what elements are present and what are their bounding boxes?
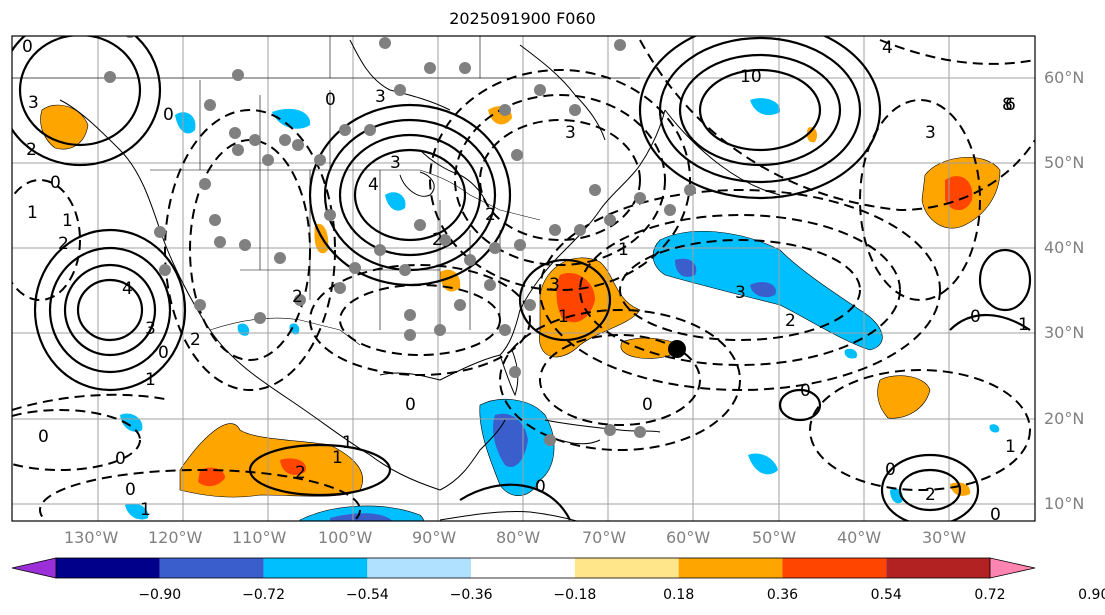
lon-label: 80°W bbox=[496, 528, 541, 547]
svg-text:1: 1 bbox=[342, 433, 353, 453]
svg-text:0: 0 bbox=[50, 173, 61, 193]
colorbar-tick-label: 0.90 bbox=[1078, 587, 1105, 603]
lon-label: 30°W bbox=[922, 528, 967, 547]
svg-text:10: 10 bbox=[740, 67, 762, 87]
colorbar-tick-label: 0.54 bbox=[870, 587, 902, 603]
colorbar-cell bbox=[159, 558, 264, 578]
svg-text:0: 0 bbox=[163, 105, 174, 125]
colorbar-cell bbox=[56, 558, 160, 578]
lon-label: 60°W bbox=[666, 528, 711, 547]
coastlines bbox=[59, 39, 781, 521]
lat-label: 40°N bbox=[1044, 238, 1085, 257]
svg-text:4: 4 bbox=[882, 38, 893, 58]
svg-text:3: 3 bbox=[735, 283, 746, 303]
colorbar-tick-label: −0.72 bbox=[242, 587, 285, 603]
contour-labels: 0 3 2 1 0 0 0 4 3 0 2 3 0 4 3 2 3 1 1 0 … bbox=[22, 37, 1029, 525]
weather-map: 0 3 2 1 0 0 0 4 3 0 2 3 0 4 3 2 3 1 1 0 … bbox=[11, 35, 1036, 525]
svg-text:1: 1 bbox=[1005, 437, 1016, 457]
svg-text:3: 3 bbox=[390, 153, 401, 173]
svg-text:0: 0 bbox=[115, 449, 126, 469]
svg-text:1: 1 bbox=[27, 203, 38, 223]
svg-text:1: 1 bbox=[62, 211, 73, 231]
lon-label: 50°W bbox=[752, 528, 797, 547]
lon-label: 110°W bbox=[232, 528, 287, 547]
lon-label: 100°W bbox=[318, 528, 373, 547]
svg-text:3: 3 bbox=[925, 123, 936, 143]
storm-marker bbox=[668, 340, 686, 358]
lon-label: 130°W bbox=[64, 528, 119, 547]
colorbar-tick-label: −0.18 bbox=[553, 587, 597, 603]
svg-text:2: 2 bbox=[26, 140, 37, 160]
colorbar-cell bbox=[574, 558, 679, 578]
svg-text:0: 0 bbox=[405, 395, 416, 415]
svg-text:3: 3 bbox=[565, 123, 576, 143]
map-frame bbox=[11, 35, 1036, 522]
colorbar-tick-label: 0.72 bbox=[974, 587, 1006, 603]
colorbar-cell bbox=[886, 558, 990, 578]
colorbar bbox=[11, 557, 1036, 579]
lon-label: 120°W bbox=[148, 528, 203, 547]
svg-text:1: 1 bbox=[558, 307, 569, 327]
svg-text:0: 0 bbox=[325, 90, 336, 110]
svg-text:1: 1 bbox=[145, 370, 156, 390]
svg-text:2: 2 bbox=[292, 287, 303, 307]
svg-text:0: 0 bbox=[22, 37, 33, 57]
lon-label: 40°W bbox=[837, 528, 882, 547]
svg-text:3: 3 bbox=[145, 319, 156, 339]
lat-label: 30°N bbox=[1044, 323, 1085, 342]
svg-text:2: 2 bbox=[295, 463, 306, 483]
colorbar-tick-label: 0.36 bbox=[766, 587, 799, 603]
svg-text:2: 2 bbox=[432, 230, 443, 250]
svg-text:0: 0 bbox=[970, 307, 981, 327]
svg-text:4: 4 bbox=[368, 175, 379, 195]
svg-text:0: 0 bbox=[642, 395, 653, 415]
svg-text:2: 2 bbox=[785, 311, 796, 331]
colorbar-cell bbox=[263, 558, 368, 578]
svg-text:2: 2 bbox=[925, 485, 936, 505]
lat-label: 10°N bbox=[1044, 494, 1085, 513]
svg-text:3: 3 bbox=[375, 87, 386, 107]
svg-text:2: 2 bbox=[190, 330, 201, 350]
contours bbox=[12, 36, 1032, 521]
lat-label: 50°N bbox=[1044, 153, 1085, 172]
lat-label: 20°N bbox=[1044, 409, 1085, 428]
colorbar-tick-label: 0.18 bbox=[663, 587, 695, 603]
svg-text:2: 2 bbox=[485, 205, 496, 225]
svg-text:0: 0 bbox=[125, 480, 136, 500]
colorbar-cell bbox=[782, 558, 887, 578]
svg-text:0: 0 bbox=[800, 381, 811, 401]
svg-text:1: 1 bbox=[140, 500, 151, 520]
svg-text:0: 0 bbox=[158, 343, 169, 363]
svg-text:3: 3 bbox=[549, 275, 560, 295]
svg-text:2: 2 bbox=[58, 234, 69, 254]
colorbar-cell bbox=[367, 558, 472, 578]
svg-text:8: 8 bbox=[1002, 95, 1013, 115]
lat-label: 60°N bbox=[1044, 68, 1085, 87]
lon-label: 90°W bbox=[412, 528, 457, 547]
negative-shading bbox=[120, 98, 1000, 521]
dashed-contours bbox=[12, 39, 1035, 521]
svg-text:1: 1 bbox=[1018, 315, 1029, 335]
colorbar-cell bbox=[471, 558, 575, 578]
colorbar-tick-label: −0.54 bbox=[345, 587, 389, 603]
colorbar-tick-label: −0.90 bbox=[138, 587, 182, 603]
svg-text:1: 1 bbox=[618, 240, 629, 260]
colorbar-cell bbox=[678, 558, 783, 578]
svg-text:3: 3 bbox=[28, 93, 39, 113]
map-title: 2025091900 F060 bbox=[449, 9, 596, 28]
svg-text:0: 0 bbox=[990, 505, 1001, 525]
svg-text:1: 1 bbox=[332, 448, 343, 468]
svg-text:0: 0 bbox=[535, 477, 546, 497]
svg-text:0: 0 bbox=[38, 427, 49, 447]
lon-label: 70°W bbox=[582, 528, 627, 547]
colorbar-tick-label: −0.36 bbox=[449, 587, 493, 603]
svg-text:0: 0 bbox=[885, 460, 896, 480]
svg-text:6: 6 bbox=[1005, 95, 1016, 115]
observation-dots bbox=[104, 36, 696, 446]
svg-text:4: 4 bbox=[122, 279, 133, 299]
